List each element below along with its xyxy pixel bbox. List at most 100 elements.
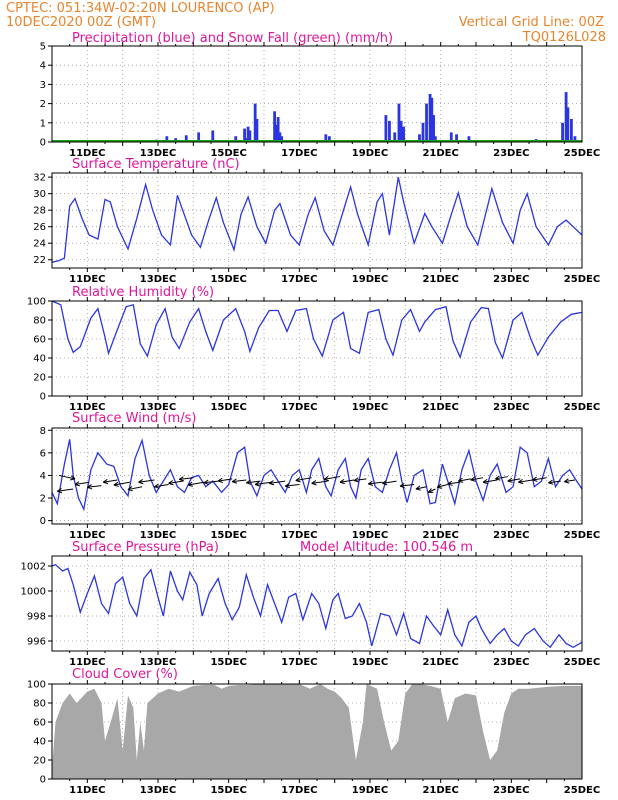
precip-ytick-label: 2 — [40, 99, 46, 110]
temperature-xtick-label: 13DEC — [140, 274, 176, 285]
wind-vector-arrow — [203, 479, 219, 485]
wind-vector-arrow — [284, 483, 300, 489]
temperature-xtick-label: 17DEC — [281, 274, 317, 285]
precip-xtick-label: 21DEC — [422, 148, 458, 159]
temperature-xtick-label: 15DEC — [210, 274, 246, 285]
precip-bar — [566, 107, 570, 142]
wind-xtick-label: 19DEC — [352, 530, 388, 541]
humidity-ytick-label: 20 — [33, 373, 46, 384]
wind-vector-arrow — [231, 478, 247, 484]
wind-vector-arrow — [458, 477, 471, 483]
cloud-ytick-label: 20 — [33, 756, 46, 767]
temperature-xtick-label: 21DEC — [422, 274, 458, 285]
cloud-cover-area — [52, 684, 582, 779]
precip-bar — [418, 134, 421, 142]
wind-vector-arrow — [102, 478, 118, 485]
wind-vector-arrow — [113, 481, 130, 487]
humidity-xtick-label: 21DEC — [422, 402, 458, 413]
precip-ytick-label: 0 — [40, 138, 46, 149]
wind-line — [52, 438, 582, 512]
precip-bar — [425, 103, 428, 142]
precip-bar — [278, 132, 282, 142]
cloud-xtick-label: 21DEC — [422, 785, 458, 796]
wind-series — [52, 438, 582, 512]
precip-bar — [197, 132, 201, 142]
pressure-xtick-label: 17DEC — [281, 657, 317, 668]
humidity-ytick-label: 100 — [27, 297, 46, 308]
temperature-ytick-label: 32 — [33, 173, 46, 184]
cloud-ytick-label: 100 — [27, 680, 46, 691]
wind-vector-arrow — [415, 485, 427, 491]
cloud-xtick-label: 11DEC — [69, 785, 105, 796]
wind-vector-arrow — [436, 483, 448, 489]
pressure-frame — [51, 555, 583, 652]
precip-bar — [246, 126, 250, 142]
precip-bar — [399, 120, 403, 142]
wind-vector-arrow — [447, 480, 461, 486]
humidity-ytick-label: 80 — [33, 316, 46, 327]
pressure-line — [52, 563, 582, 649]
precip-series — [52, 92, 582, 142]
precip-bar — [449, 132, 453, 142]
precip-bar — [430, 97, 434, 142]
header-grid-note: Vertical Grid Line: 00Z — [459, 15, 604, 30]
temperature-ytick-label: 24 — [33, 239, 46, 250]
cloud-xtick-label: 25DEC — [564, 785, 600, 796]
humidity-xtick-label: 11DEC — [69, 402, 105, 413]
precip-bar — [428, 94, 432, 142]
temperature-ytick-label: 26 — [33, 222, 46, 233]
humidity-series — [52, 301, 582, 360]
temperature-xtick-label: 25DEC — [564, 274, 600, 285]
pressure-title: Surface Pressure (hPa) — [72, 540, 219, 555]
wind-vector-arrow — [548, 479, 561, 485]
precip-bar — [243, 128, 246, 142]
precip-bar — [165, 136, 169, 142]
precip-bar — [570, 118, 573, 142]
cloud-xtick-label: 17DEC — [281, 785, 317, 796]
cloud-ytick-label: 80 — [33, 699, 46, 710]
pressure-ytick-label: 1002 — [21, 562, 46, 573]
temperature-xtick-label: 11DEC — [69, 274, 105, 285]
pressure-xtick-label: 15DEC — [210, 657, 246, 668]
precip-bar — [432, 115, 435, 142]
wind-panel: 0 2 4 6 8 11DEC 13DEC 15DEC 17DEC 19DEC 21DEC 23DEC… — [40, 424, 600, 541]
precip-bar — [433, 136, 437, 142]
pressure-xtick-label: 19DEC — [352, 657, 388, 668]
precip-bar — [253, 103, 257, 142]
precip-panel: 0 1 2 3 4 5 11DEC 13DEC 15DEC 17DEC 19DEC 21DEC 23DE… — [40, 42, 601, 160]
precip-bar — [327, 136, 331, 142]
precip-bar — [561, 122, 564, 142]
pressure-ytick-label: 1000 — [21, 587, 46, 598]
temperature-panel: 22 24 26 28 30 32 11DEC 13DEC 15DEC 17DEC 19DEC 21D… — [33, 169, 600, 285]
wind-vector-arrow — [168, 480, 183, 486]
wind-vector-arrow — [154, 483, 169, 489]
wind-vector-arrow — [58, 474, 76, 481]
pressure-ytick-label: 998 — [27, 612, 46, 623]
humidity-xtick-label: 19DEC — [352, 402, 388, 413]
precip-bar — [211, 130, 215, 142]
wind-vector-arrow — [127, 486, 143, 492]
wind-vector-arrow — [295, 477, 312, 483]
wind-vector-arrow — [178, 476, 194, 482]
temperature-line — [52, 176, 582, 263]
wind-vector-arrow — [427, 488, 436, 493]
precip-bar — [393, 132, 397, 142]
cloud-ytick-label: 0 — [40, 775, 46, 786]
wind-vector-arrow — [246, 479, 261, 485]
pressure-xtick-label: 21DEC — [422, 657, 458, 668]
humidity-xtick-label: 15DEC — [210, 402, 246, 413]
cloud-panel: 0 20 40 60 80 100 11DEC 13DEC 15DEC 17DEC 19DEC 21D… — [27, 680, 600, 797]
precip-xtick-label: 25DEC — [564, 148, 600, 159]
precip-xtick-label: 17DEC — [281, 148, 317, 159]
precip-ytick-label: 3 — [40, 80, 46, 91]
header-date: 10DEC2020 00Z (GMT) — [6, 15, 156, 30]
humidity-ytick-label: 60 — [33, 335, 46, 346]
wind-vector-arrow — [518, 478, 533, 485]
wind-vector-arrow — [532, 476, 547, 482]
temperature-xtick-label: 23DEC — [493, 274, 529, 285]
wind-vector-arrow — [482, 478, 498, 485]
header-model-id: TQ0126L028 — [522, 30, 606, 45]
precip-xtick-label: 19DEC — [352, 148, 388, 159]
cloud-xtick-label: 15DEC — [210, 785, 246, 796]
wind-xtick-label: 15DEC — [210, 530, 246, 541]
